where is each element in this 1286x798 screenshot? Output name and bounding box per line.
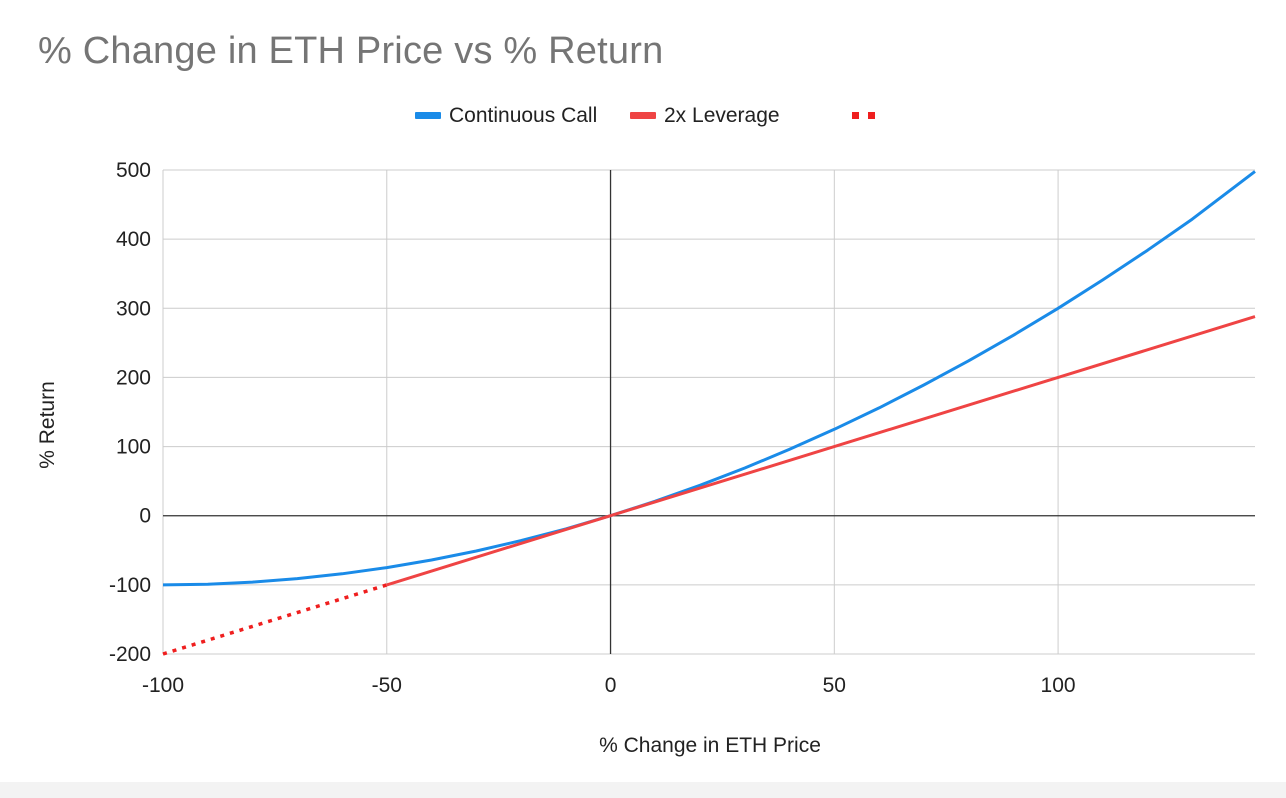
gridlines (162, 169, 1255, 655)
legend-swatch-2x-leverage (630, 112, 656, 119)
y-tick-label: 0 (139, 505, 151, 528)
y-axis-label: % Return (36, 381, 59, 469)
chart-title: % Change in ETH Price vs % Return (38, 30, 664, 72)
y-tick-label: 200 (116, 366, 151, 389)
legend-swatch-dotted-series-b (868, 112, 875, 119)
series-lines (162, 170, 1256, 656)
y-tick-label: 300 (116, 297, 151, 320)
dotted-line (162, 583, 388, 656)
legend-swatch-continuous-call (415, 112, 441, 119)
legend: Continuous Call 2x Leverage (415, 104, 875, 127)
legend-label-continuous-call: Continuous Call (449, 104, 597, 127)
y-tick-label: 400 (116, 228, 151, 251)
x-tick-label: -100 (142, 674, 184, 697)
2x-leverage-line (386, 315, 1256, 587)
x-tick-label: 50 (823, 674, 846, 697)
bottom-strip (0, 782, 1286, 798)
axes (163, 170, 1255, 654)
legend-label-2x-leverage: 2x Leverage (664, 104, 780, 127)
y-tick-label: 500 (116, 159, 151, 182)
x-tick-label: 0 (605, 674, 617, 697)
y-tick-label: -100 (109, 574, 151, 597)
y-tick-label: -200 (109, 643, 151, 666)
x-tick-label: -50 (372, 674, 402, 697)
x-tick-label: 100 (1041, 674, 1076, 697)
x-axis-label: % Change in ETH Price (599, 734, 821, 757)
continuous-call-line (162, 170, 1256, 587)
y-tick-label: 100 (116, 436, 151, 459)
legend-swatch-dotted-series-a (852, 112, 859, 119)
tick-labels: -200 -100 0 100 200 300 400 500 -100 -50 0 50 100 (109, 159, 1076, 697)
